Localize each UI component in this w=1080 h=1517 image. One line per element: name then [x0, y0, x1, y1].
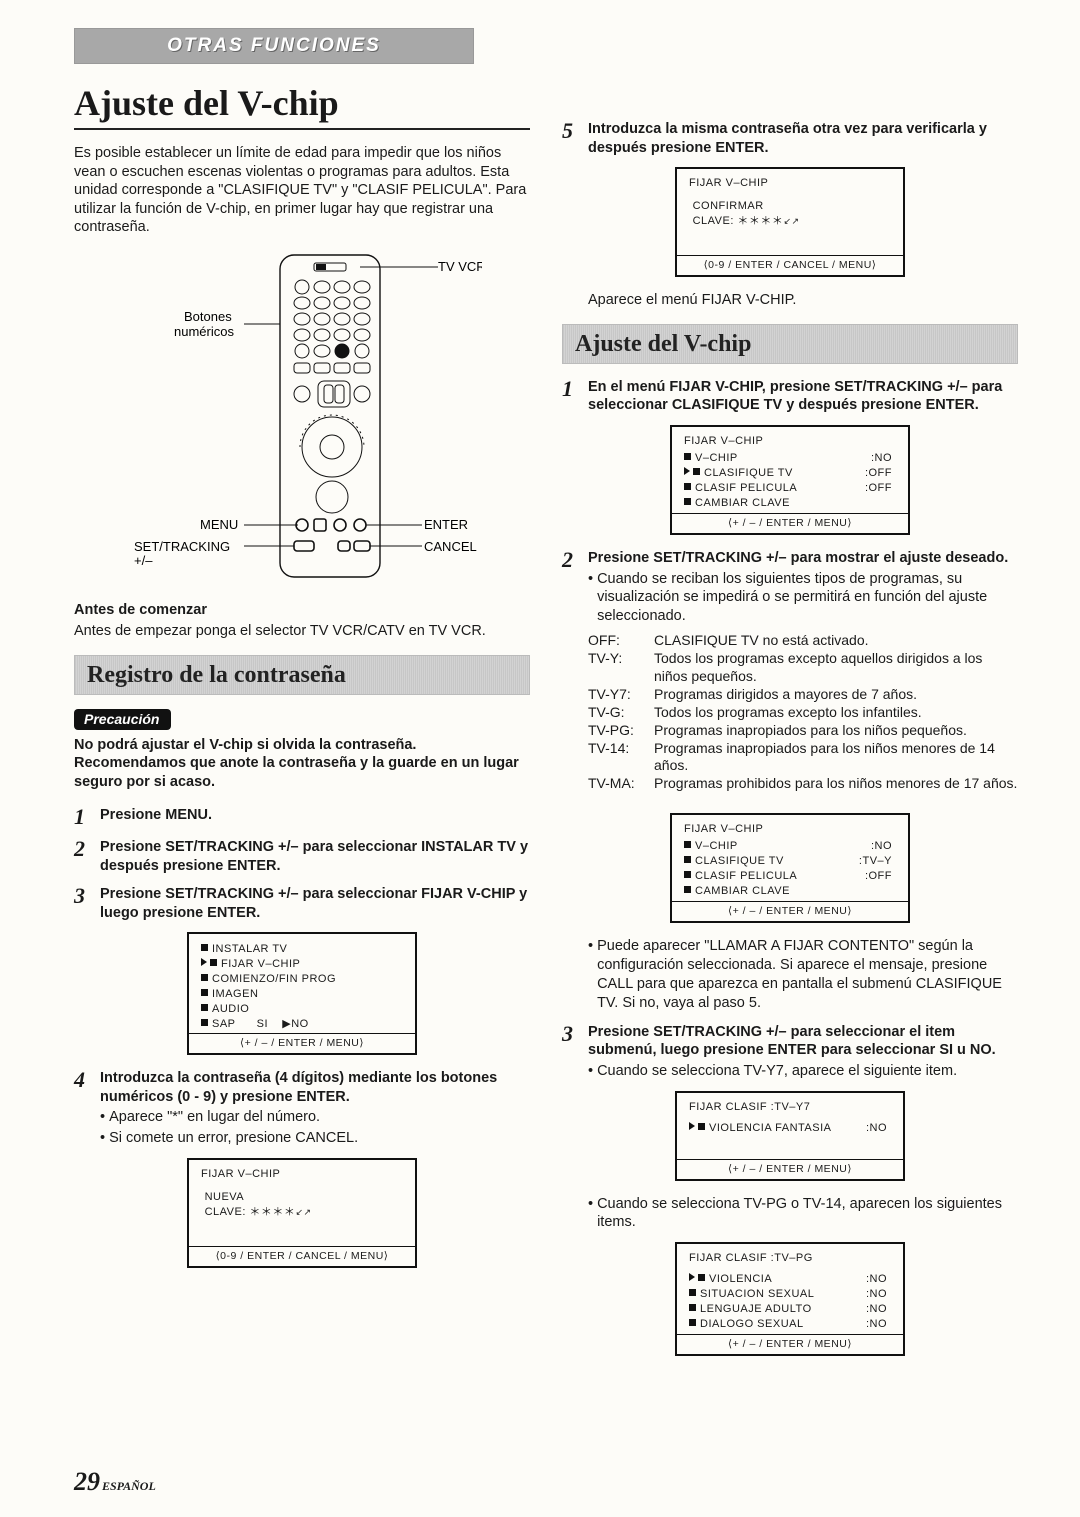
right-step-1: En el menú FIJAR V-CHIP, presione SET/TR… [588, 378, 1018, 415]
page-footer: 29ESPAÑOL [74, 1467, 156, 1497]
page-title: Ajuste del V-chip [74, 82, 530, 124]
osd-confirm: FIJAR V–CHIP CONFIRMAR CLAVE: ＊＊＊＊↙↗ ⟨0-… [675, 167, 905, 277]
before-start-body: Antes de empezar ponga el selector TV VC… [74, 622, 530, 641]
left-step-4: Introduzca la contraseña (4 dígitos) med… [100, 1069, 530, 1106]
osd-tvy7: FIJAR CLASIF :TV–Y7 VIOLENCIA FANTASIA:N… [675, 1091, 905, 1181]
osd-instalar: INSTALAR TV FIJAR V–CHIP COMIENZO/FIN PR… [187, 932, 417, 1055]
label-tvvcr: TV VCR/CATV [438, 259, 482, 274]
banner-adjust: Ajuste del V-chip [562, 324, 1018, 364]
note-llamar: Puede aparecer "LLAMAR A FIJAR CONTENTO"… [588, 937, 1018, 1012]
right-step-2: Presione SET/TRACKING +/– para mostrar e… [588, 549, 1018, 568]
osd-tvpg: FIJAR CLASIF :TV–PG VIOLENCIA:NO SITUACI… [675, 1242, 905, 1355]
caution-text: No podrá ajustar el V-chip si olvida la … [74, 736, 530, 793]
osd-fijar: FIJAR V–CHIP V–CHIP:NO CLASIFIQUE TV:OFF… [670, 425, 910, 535]
before-start-head: Antes de comenzar [74, 602, 530, 618]
banner-register: Registro de la contraseña [74, 655, 530, 695]
osd-nueva: FIJAR V–CHIP NUEVA CLAVE: ＊＊＊＊↙↗ ⟨0-9 / … [187, 1158, 417, 1268]
left-step-1: Presione MENU. [100, 806, 530, 828]
caution-pill: Precaución [74, 709, 171, 730]
section-tab: OTRAS FUNCIONES [74, 28, 474, 64]
label-cancel: CANCEL [424, 539, 477, 554]
remote-diagram: TV VCR/CATV Botonesnuméricos MENU ENTER … [74, 249, 530, 584]
right-step-5: Introduzca la misma contraseña otra vez … [588, 120, 1018, 157]
osd-tvy: FIJAR V–CHIP V–CHIP:NO CLASIFIQUE TV:TV–… [670, 813, 910, 923]
left-column: Ajuste del V-chip Es posible establecer … [74, 82, 530, 1370]
right-column: 5 Introduzca la misma contraseña otra ve… [562, 82, 1018, 1370]
label-settracking: SET/TRACKING+/– [134, 539, 230, 568]
label-enter: ENTER [424, 517, 468, 532]
label-menu: MENU [200, 517, 238, 532]
left-step-3: Presione SET/TRACKING +/– para seleccion… [100, 885, 530, 922]
left-step-2: Presione SET/TRACKING +/– para seleccion… [100, 838, 530, 875]
section-tab-label: OTRAS FUNCIONES [167, 35, 381, 57]
label-numeric: Botonesnuméricos [174, 309, 234, 339]
after-confirm: Aparece el menú FIJAR V-CHIP. [588, 291, 1018, 310]
right-step-3: Presione SET/TRACKING +/– para seleccion… [588, 1023, 1018, 1060]
ratings-list: OFF:CLASIFIQUE TV no está activado. TV-Y… [588, 632, 1018, 793]
intro-paragraph: Es posible establecer un límite de edad … [74, 144, 530, 237]
